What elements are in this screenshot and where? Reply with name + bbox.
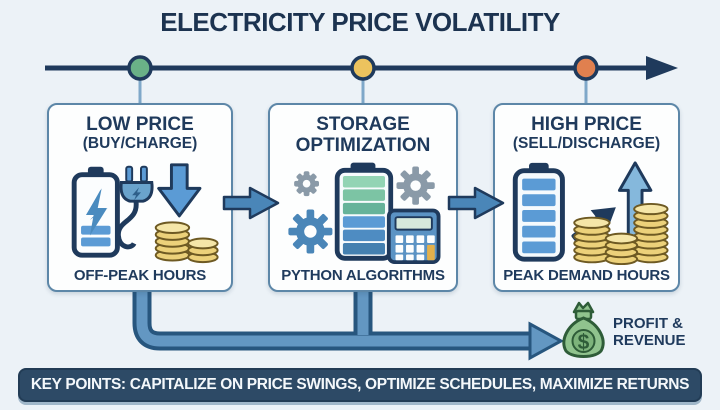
stage-heading: STORAGE bbox=[316, 114, 410, 135]
timeline-arrowhead-icon bbox=[646, 56, 678, 80]
coin-stack-icon bbox=[154, 221, 219, 264]
timeline-dot-high bbox=[573, 55, 599, 81]
coin-stacks-icon bbox=[572, 202, 669, 266]
storage-battery-icon bbox=[334, 162, 394, 261]
stage-heading: HIGH PRICE bbox=[531, 114, 642, 135]
flow-arrow-2 bbox=[447, 186, 505, 220]
page-title: ELECTRICITY PRICE VOLATILITY bbox=[160, 7, 560, 37]
stage-card-low-price: LOW PRICE (BUY/CHARGE) bbox=[47, 103, 233, 292]
stage-caption: OFF-PEAK HOURS bbox=[73, 267, 207, 284]
calculator-icon bbox=[386, 208, 441, 265]
storage-optimization-icons bbox=[288, 162, 441, 265]
profit-label: PROFIT & REVENUE bbox=[613, 315, 686, 349]
stage-card-storage-optimization: STORAGE OPTIMIZATION bbox=[268, 103, 458, 292]
plug-icon bbox=[115, 165, 154, 250]
high-price-icons bbox=[512, 161, 669, 266]
battery-charging-icon bbox=[71, 166, 120, 258]
stage-subheading: (SELL/DISCHARGE) bbox=[512, 135, 661, 152]
gear-icon bbox=[288, 209, 333, 254]
right-arrow-icon bbox=[447, 186, 505, 220]
stage-caption: PYTHON ALGORITHMS bbox=[281, 267, 445, 284]
pipe-arrowhead-icon bbox=[528, 321, 565, 361]
stage-subheading: (BUY/CHARGE) bbox=[82, 135, 198, 152]
stage-caption: PEAK DEMAND HOURS bbox=[503, 267, 670, 284]
gear-icon bbox=[294, 171, 319, 197]
low-price-icons bbox=[71, 163, 219, 264]
stage-card-high-price: HIGH PRICE (SELL/DISCHARGE) bbox=[493, 103, 680, 292]
flow-arrow-1 bbox=[222, 186, 280, 220]
timeline bbox=[45, 55, 678, 106]
timeline-dot-low bbox=[127, 55, 153, 81]
stage-subheading: OPTIMIZATION bbox=[295, 135, 431, 156]
gear-icon bbox=[396, 166, 435, 205]
profit-flow-pipe bbox=[132, 287, 565, 361]
key-points-text: KEY POINTS: CAPITALIZE ON PRICE SWINGS, … bbox=[30, 376, 690, 393]
timeline-dot-mid bbox=[350, 55, 376, 81]
profit-label-line2: REVENUE bbox=[613, 332, 686, 349]
battery-icon bbox=[512, 162, 565, 262]
down-arrow-icon bbox=[157, 163, 202, 218]
stage-heading: LOW PRICE bbox=[86, 114, 194, 135]
right-arrow-icon bbox=[222, 186, 280, 220]
key-points-banner: KEY POINTS: CAPITALIZE ON PRICE SWINGS, … bbox=[18, 368, 702, 402]
profit-label-line1: PROFIT & bbox=[613, 315, 683, 332]
money-bag-icon: $ bbox=[562, 301, 605, 358]
svg-text:$: $ bbox=[578, 331, 590, 354]
